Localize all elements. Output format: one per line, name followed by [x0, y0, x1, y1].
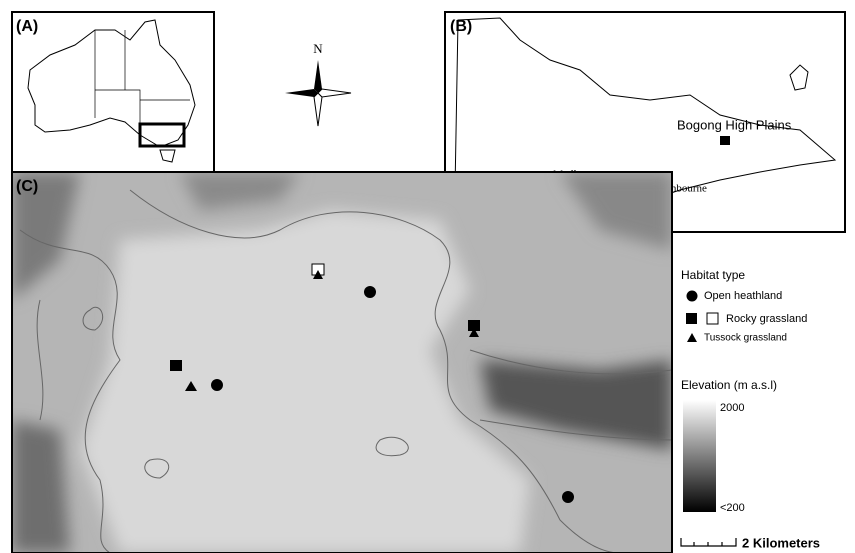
place-label: Bogong High Plains — [677, 117, 792, 132]
legend-title: Elevation (m a.s.l) — [681, 378, 777, 392]
legend-item: Open heathland — [704, 290, 782, 302]
rocky-marker — [468, 320, 480, 331]
contours — [19, 189, 672, 553]
legend-item: Tussock grassland — [704, 333, 787, 344]
legend-title: Habitat type — [681, 268, 745, 282]
compass: N — [285, 41, 352, 127]
panel-frame — [11, 171, 673, 553]
legend-symbol — [687, 333, 697, 342]
panel-c — [12, 172, 672, 553]
highlight-box — [138, 122, 186, 148]
elevation-min: <200 — [720, 502, 745, 514]
tasmania — [159, 149, 176, 163]
terrain — [12, 172, 672, 553]
australia-outline — [27, 19, 196, 148]
panel-a: (A) — [11, 11, 215, 173]
scale-bar: 2 Kilometers — [680, 535, 820, 550]
tussock-marker — [469, 328, 479, 337]
legend-symbol — [686, 290, 698, 302]
elevation-max: 2000 — [720, 402, 744, 414]
legend-symbol — [686, 313, 697, 324]
tussock-marker — [313, 270, 323, 279]
legend-item: Rocky grassland — [726, 313, 807, 325]
island — [789, 64, 809, 91]
compass-north: N — [313, 41, 323, 56]
panel-label: (B) — [450, 18, 472, 35]
legend: Habitat type Open heathland Rocky grassl… — [681, 268, 807, 514]
site-marker — [720, 136, 730, 145]
legend-symbol — [706, 312, 719, 325]
scale-label: 2 Kilometers — [742, 535, 820, 550]
panel-label: (C) — [16, 178, 38, 195]
heathland-marker — [562, 491, 574, 503]
state-borders — [94, 30, 190, 135]
heathland-marker — [364, 286, 376, 298]
heathland-marker — [211, 379, 223, 391]
tussock-marker — [185, 381, 197, 391]
panel-label: (A) — [16, 18, 38, 35]
rocky-marker — [170, 360, 182, 371]
elevation-ramp — [683, 400, 716, 512]
